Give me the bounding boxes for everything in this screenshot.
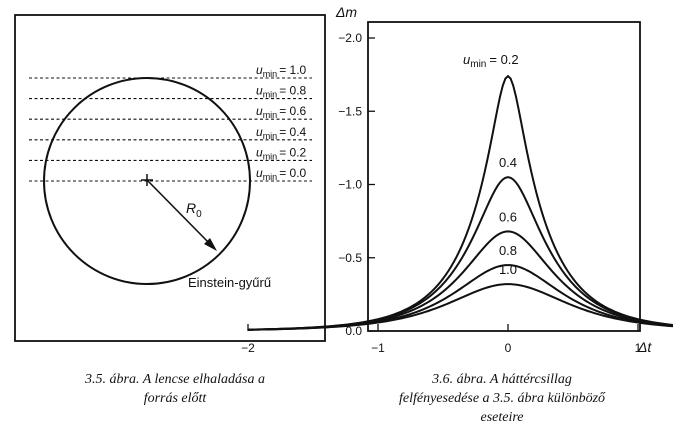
- track-label-3: umin = 0.4: [256, 125, 307, 141]
- track-label-4: umin = 0.2: [256, 145, 307, 161]
- y-tick-label-0: 0.0: [345, 324, 362, 338]
- y-tick-label-1: −0.5: [338, 251, 362, 265]
- x-tick-label-1: −1: [371, 341, 385, 355]
- series-label-0.8: 0.8: [499, 243, 517, 258]
- x-axis-label: Δt: [637, 339, 652, 355]
- series-label-0.6: 0.6: [499, 209, 517, 224]
- track-labels: umin = 1.0 umin = 0.8 umin = 0.6 umin = 0.4 umin…: [256, 63, 307, 182]
- curve-u-0.4: [247, 176, 673, 331]
- x-tick-label-3: 1: [635, 341, 642, 355]
- diagram-frame: [14, 14, 326, 342]
- plot-frame: [367, 21, 641, 332]
- lens-diagram: umin = 1.0 umin = 0.8 umin = 0.6 umin = 0.4 umin…: [14, 14, 326, 342]
- x-tick-label-2: 0: [505, 341, 512, 355]
- y-tick-label-2: −1.0: [338, 178, 362, 192]
- figure-caption-right: 3.6. ábra. A háttércsillag felfényesedés…: [352, 370, 652, 427]
- y-tick-label-3: −1.5: [338, 104, 362, 118]
- radius-label: R0: [186, 200, 202, 220]
- track-label-2: umin = 0.6: [256, 104, 307, 120]
- y-axis-ticks: 0.0 −0.5 −1.0 −1.5 −2.0: [338, 31, 375, 338]
- radius-arrowhead: [204, 238, 217, 251]
- x-tick-label-0: −2: [241, 341, 255, 355]
- series-label-0.4: 0.4: [499, 155, 517, 170]
- x-axis-ticks: −2 −1 0 1: [241, 324, 642, 355]
- y-tick-label-4: −2.0: [338, 31, 362, 45]
- series-labels: umin = 0.2 0.4 0.6 0.8 1.0: [463, 52, 519, 277]
- radius-arrow: [146, 179, 213, 247]
- caption-right-line2: felfényesedése a 3.5. ábra különböző: [398, 391, 606, 406]
- figure-caption-left: 3.5. ábra. A lencse elhaladása a forrás …: [30, 370, 320, 408]
- einstein-ring-label: Einstein-gyűrű: [188, 275, 271, 290]
- caption-right-line3: eseteire: [480, 410, 524, 425]
- series-label-1.0: 1.0: [499, 262, 517, 277]
- track-label-1: umin = 0.8: [256, 84, 307, 100]
- caption-left-line1: 3.5. ábra. A lencse elhaladása a: [85, 372, 265, 387]
- caption-right-line1: 3.6. ábra. A háttércsillag: [432, 372, 572, 387]
- curve-u-0.2: [247, 74, 673, 331]
- track-label-5: umin = 0.0: [256, 166, 307, 182]
- track-label-0: umin = 1.0: [256, 63, 307, 79]
- magnification-chart: 0.0 −0.5 −1.0 −1.5 −2.0 −2 −1 0 1 umin = 0.2 0.4 0…: [241, 4, 673, 355]
- series-label-0.2: umin = 0.2: [463, 52, 519, 70]
- chart-series: [247, 74, 673, 331]
- curve-u-1.0: [247, 283, 673, 331]
- y-axis-label: Δm: [335, 4, 357, 20]
- caption-left-line2: forrás előtt: [143, 391, 207, 406]
